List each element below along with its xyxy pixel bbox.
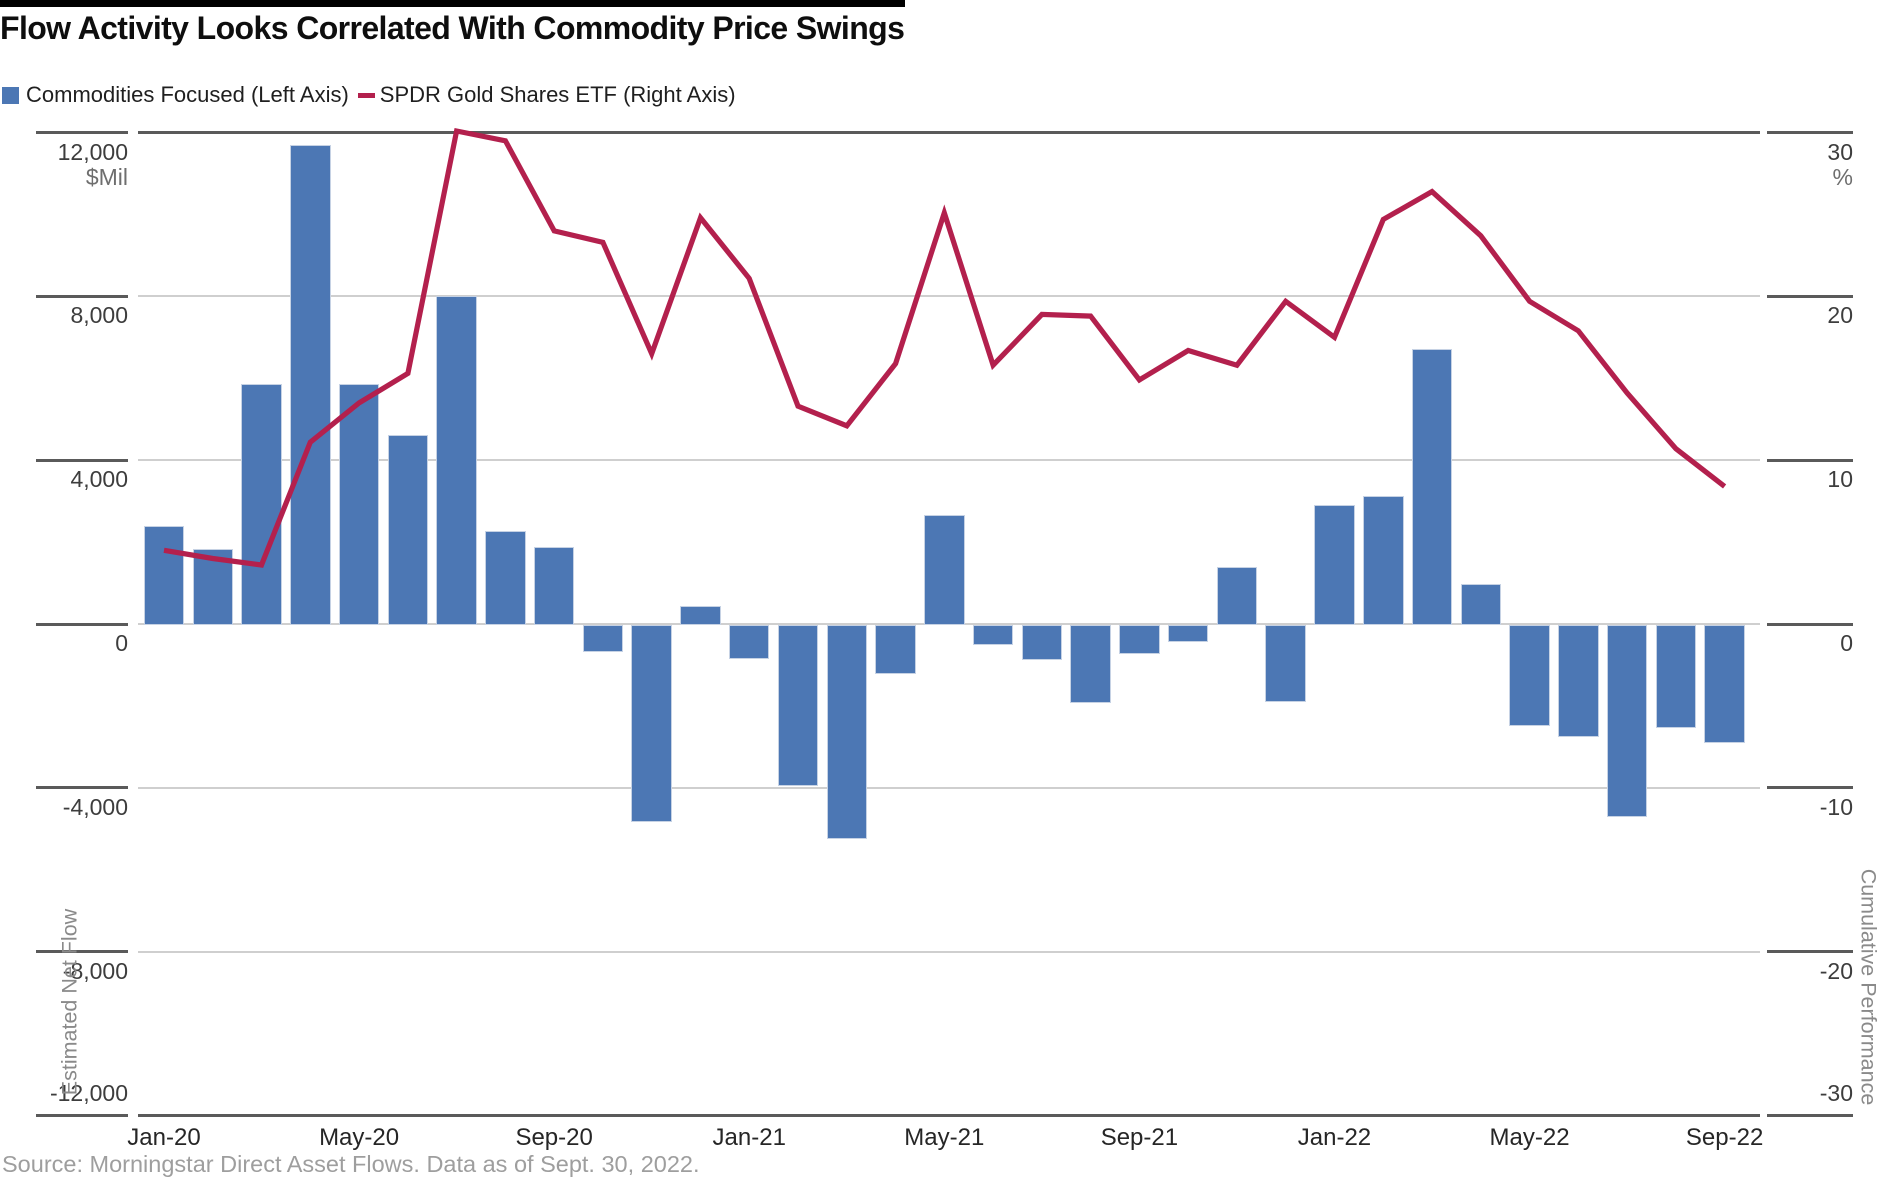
flow-bar-Jun-20 xyxy=(387,434,429,625)
x-axis-label-Jan-20: Jan-20 xyxy=(127,1124,201,1151)
flow-bar-Dec-21 xyxy=(1265,625,1306,702)
flow-bar-Sep-21 xyxy=(1119,625,1160,655)
bar-series-swatch-icon xyxy=(2,86,19,104)
right-axis-tick--20 xyxy=(1767,950,1853,954)
flow-bar-Mar-22 xyxy=(1411,349,1453,625)
x-axis-label-Sep-20: Sep-20 xyxy=(515,1124,593,1151)
title-rule-bar xyxy=(0,0,905,7)
flow-bar-Apr-22 xyxy=(1460,583,1502,625)
flow-bar-May-21 xyxy=(924,515,965,625)
right-axis-label-20: 20 xyxy=(1827,302,1853,329)
right-axis-tick-10 xyxy=(1767,458,1853,462)
flow-bar-Jan-20 xyxy=(143,525,185,625)
flow-bar-Jan-22 xyxy=(1314,504,1355,625)
right-axis-tick-0 xyxy=(1767,622,1853,626)
flow-bar-Jun-21 xyxy=(972,625,1014,645)
x-axis-label-Jan-22: Jan-22 xyxy=(1297,1124,1372,1151)
left-axis-label--8,000: -8,000 xyxy=(62,957,128,984)
x-axis-label-Jan-21: Jan-21 xyxy=(712,1124,786,1151)
right-axis-tick--30 xyxy=(1767,1113,1853,1117)
gridline--8,000 xyxy=(138,950,1760,953)
flow-bar-Nov-20 xyxy=(631,625,672,823)
flow-bar-Aug-21 xyxy=(1070,625,1111,704)
gridline-4,000 xyxy=(138,459,1760,462)
flow-bar-Apr-20 xyxy=(290,144,331,625)
left-axis-tick-0 xyxy=(36,622,128,626)
left-axis-tick-4,000 xyxy=(36,458,128,462)
right-axis-tick--10 xyxy=(1767,786,1853,790)
left-axis-label-8,000: 8,000 xyxy=(70,302,128,329)
gridline--4,000 xyxy=(138,786,1760,789)
flow-bar-Feb-22 xyxy=(1363,495,1404,625)
x-axis-label-Sep-21: Sep-21 xyxy=(1100,1124,1179,1151)
flow-bar-Mar-20 xyxy=(241,384,282,625)
left-axis-label-4,000: 4,000 xyxy=(70,466,128,493)
legend-label-line-series: SPDR Gold Shares ETF (Right Axis) xyxy=(379,82,736,107)
flow-bar-Nov-21 xyxy=(1216,567,1258,625)
flow-bar-Oct-21 xyxy=(1167,625,1209,642)
x-axis-label-May-21: May-21 xyxy=(904,1124,985,1151)
x-axis-label-May-20: May-20 xyxy=(319,1124,400,1151)
right-axis-tick-20 xyxy=(1767,294,1853,298)
flow-bar-Feb-21 xyxy=(777,625,819,786)
legend-label-bar-series: Commodities Focused (Left Axis) xyxy=(26,82,349,107)
flow-bar-Jan-21 xyxy=(728,625,770,660)
flow-bar-Jul-20 xyxy=(436,296,477,625)
left-axis-label-12,000: 12,000 $Mil xyxy=(57,138,128,191)
left-axis-label--4,000: -4,000 xyxy=(62,793,128,820)
right-axis-unit: % xyxy=(1832,164,1853,191)
legend: Commodities Focused (Left Axis) SPDR Gol… xyxy=(2,82,736,108)
flow-bar-Jun-22 xyxy=(1558,625,1599,738)
right-axis-label--30: -30 xyxy=(1819,1080,1853,1107)
left-axis-tick-8,000 xyxy=(36,294,128,298)
right-axis-label--10: -10 xyxy=(1819,793,1853,820)
flow-bar-Sep-22 xyxy=(1704,625,1745,744)
flow-bar-Sep-20 xyxy=(533,547,575,625)
source-note: Source: Morningstar Direct Asset Flows. … xyxy=(2,1151,700,1177)
x-axis-label-Sep-22: Sep-22 xyxy=(1685,1124,1764,1151)
flow-bar-Mar-21 xyxy=(826,625,868,839)
gridline--12,000 xyxy=(138,1113,1760,1117)
flow-bar-Jul-22 xyxy=(1606,625,1648,817)
flow-bar-May-22 xyxy=(1509,625,1550,726)
line-series-swatch-icon xyxy=(357,92,375,98)
left-axis-label--12,000: -12,000 xyxy=(49,1080,128,1107)
chart-title: Flow Activity Looks Correlated With Comm… xyxy=(0,10,905,46)
left-axis-tick-12,000 xyxy=(36,131,128,135)
left-axis-title: Estimated Net Flow xyxy=(57,908,82,1096)
gridline-8,000 xyxy=(138,295,1760,298)
right-axis-label--20: -20 xyxy=(1819,957,1853,984)
gridline-12,000 xyxy=(138,131,1760,135)
flow-bar-Aug-22 xyxy=(1655,625,1697,728)
right-axis-label-30: 30% xyxy=(1827,138,1853,191)
right-axis-label-10: 10 xyxy=(1827,466,1853,493)
flow-bar-Apr-21 xyxy=(875,625,916,674)
right-axis-label-0: 0 xyxy=(1840,630,1853,656)
flow-bar-Jul-21 xyxy=(1021,625,1063,661)
flow-bar-Aug-20 xyxy=(485,531,526,625)
left-axis-tick--8,000 xyxy=(36,950,128,954)
flow-bar-May-20 xyxy=(338,384,380,625)
flow-bar-Oct-20 xyxy=(582,625,624,653)
x-axis-label-May-22: May-22 xyxy=(1489,1124,1570,1151)
left-axis-tick--4,000 xyxy=(36,786,128,790)
right-axis-title: Cumulative Performance xyxy=(1856,868,1881,1106)
flow-bar-Dec-20 xyxy=(680,605,721,625)
right-axis-tick-30 xyxy=(1767,131,1853,135)
left-axis-label-0: 0 xyxy=(115,630,128,656)
left-axis-tick--12,000 xyxy=(36,1113,128,1117)
left-axis-unit: $Mil xyxy=(85,164,128,191)
